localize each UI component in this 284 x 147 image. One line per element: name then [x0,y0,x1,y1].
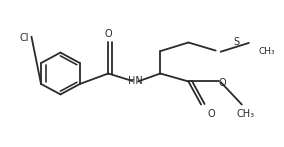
Text: O: O [218,78,226,88]
Text: HN: HN [128,76,142,86]
Text: O: O [105,29,112,39]
Text: S: S [233,37,239,47]
Text: O: O [207,109,215,119]
Text: CH₃: CH₃ [259,47,275,56]
Text: CH₃: CH₃ [237,109,255,119]
Text: Cl: Cl [19,33,29,43]
